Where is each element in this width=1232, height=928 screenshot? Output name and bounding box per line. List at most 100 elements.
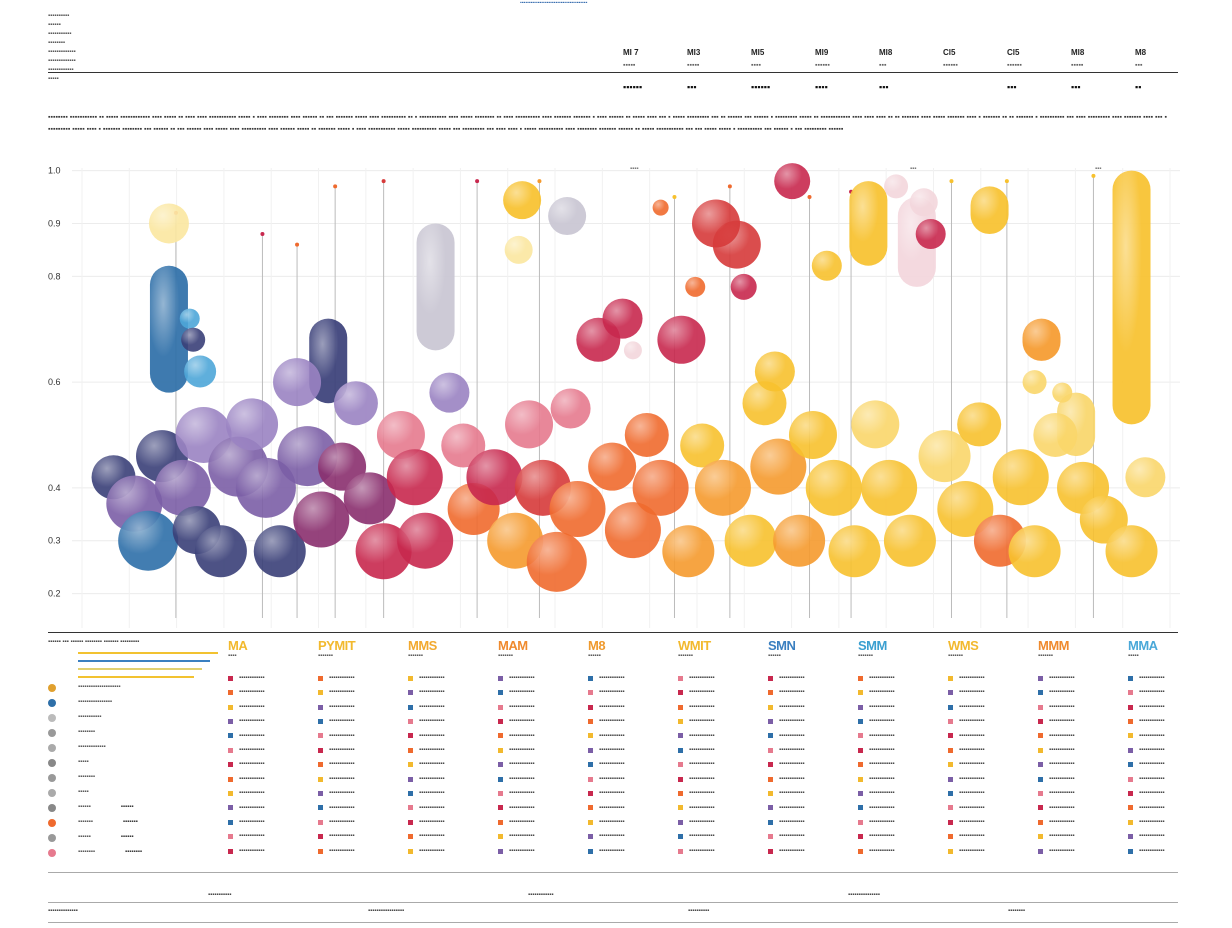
legend-area: ▪▪▪▪▪▪ ▪▪▪ ▪▪▪▪▪▪ ▪▪▪▪▪▪▪▪ ▪▪▪▪▪▪▪ ▪▪▪▪▪…: [48, 632, 1178, 928]
stat-column: MI3 ▪▪▪▪▪ ▪▪▪: [687, 48, 747, 92]
bubble-gloss: [466, 449, 523, 506]
category-row: ▪▪▪▪▪▪▪▪▪▪▪▪: [498, 685, 588, 699]
category-row-text: ▪▪▪▪▪▪▪▪▪▪▪▪: [329, 761, 355, 768]
category-row: ▪▪▪▪▪▪▪▪▪▪▪▪: [678, 801, 768, 815]
category-swatch: [948, 690, 953, 696]
stem-cap: [381, 179, 386, 184]
category-swatch: [1128, 790, 1133, 796]
key-dot: [48, 788, 56, 797]
key-dot: [48, 758, 56, 767]
category-title: MA: [228, 638, 248, 653]
category-row-text: ▪▪▪▪▪▪▪▪▪▪▪▪: [1049, 689, 1075, 696]
category-swatch: [1038, 776, 1043, 782]
category-column: MMM ▪▪▪▪▪▪▪ ▪▪▪▪▪▪▪▪▪▪▪▪ ▪▪▪▪▪▪▪▪▪▪▪▪ ▪▪▪▪▪▪…: [1038, 638, 1128, 858]
category-row-text: ▪▪▪▪▪▪▪▪▪▪▪▪: [599, 747, 625, 754]
bubble-gloss: [623, 341, 642, 360]
category-row: ▪▪▪▪▪▪▪▪▪▪▪▪: [678, 671, 768, 685]
category-row: ▪▪▪▪▪▪▪▪▪▪▪▪: [768, 729, 858, 743]
category-column: MMA ▪▪▪▪▪ ▪▪▪▪▪▪▪▪▪▪▪▪ ▪▪▪▪▪▪▪▪▪▪▪▪ ▪▪▪▪▪▪▪▪…: [1128, 638, 1218, 858]
category-swatch: [408, 733, 413, 739]
category-title: M8: [588, 638, 606, 653]
category-row-text: ▪▪▪▪▪▪▪▪▪▪▪▪: [959, 847, 985, 854]
category-swatch: [498, 790, 503, 796]
category-row: ▪▪▪▪▪▪▪▪▪▪▪▪: [1038, 815, 1128, 829]
category-row: ▪▪▪▪▪▪▪▪▪▪▪▪: [1128, 815, 1218, 829]
bubble-gloss: [273, 358, 322, 407]
category-row: ▪▪▪▪▪▪▪▪▪▪▪▪: [588, 671, 678, 685]
top-divider: [48, 72, 1178, 73]
category-row-text: ▪▪▪▪▪▪▪▪▪▪▪▪: [959, 718, 985, 725]
category-row: ▪▪▪▪▪▪▪▪▪▪▪▪: [498, 671, 588, 685]
category-row-text: ▪▪▪▪▪▪▪▪▪▪▪▪: [869, 804, 895, 811]
category-swatch: [948, 834, 953, 840]
category-row: ▪▪▪▪▪▪▪▪▪▪▪▪: [1038, 801, 1128, 815]
category-swatch: [408, 747, 413, 753]
bubble-gloss: [750, 438, 807, 495]
key-dot: [48, 728, 56, 737]
category-row: ▪▪▪▪▪▪▪▪▪▪▪▪: [948, 743, 1038, 757]
y-tick-label: 0.4: [48, 483, 61, 493]
category-row: ▪▪▪▪▪▪▪▪▪▪▪▪: [858, 829, 948, 843]
key-row: ▪▪▪▪▪▪ ▪▪▪▪▪▪: [48, 800, 223, 815]
category-swatch: [678, 690, 683, 696]
category-swatch: [768, 718, 773, 724]
category-row: ▪▪▪▪▪▪▪▪▪▪▪▪: [678, 786, 768, 800]
category-row: ▪▪▪▪▪▪▪▪▪▪▪▪: [1038, 786, 1128, 800]
category-row: ▪▪▪▪▪▪▪▪▪▪▪▪: [588, 685, 678, 699]
category-swatch: [1128, 834, 1133, 840]
category-swatch: [1038, 718, 1043, 724]
stat-heading: MI3: [687, 48, 701, 57]
category-row-text: ▪▪▪▪▪▪▪▪▪▪▪▪: [689, 675, 715, 681]
category-column: MAM ▪▪▪▪▪▪▪ ▪▪▪▪▪▪▪▪▪▪▪▪ ▪▪▪▪▪▪▪▪▪▪▪▪ ▪▪▪▪▪▪…: [498, 638, 588, 858]
key-row: ▪▪▪▪▪▪▪▪▪▪▪▪▪▪▪▪: [48, 845, 223, 860]
category-swatch: [768, 675, 773, 681]
stat-column: Cl5 ▪▪▪▪▪▪ ▪▪▪: [1007, 48, 1067, 92]
category-row: ▪▪▪▪▪▪▪▪▪▪▪▪: [408, 829, 498, 843]
category-row: ▪▪▪▪▪▪▪▪▪▪▪▪: [588, 729, 678, 743]
bubble-gloss: [441, 423, 486, 468]
category-swatch: [498, 834, 503, 840]
category-swatch: [1128, 776, 1133, 782]
category-row: ▪▪▪▪▪▪▪▪▪▪▪▪: [948, 729, 1038, 743]
key-row: ▪▪▪▪▪▪▪▪▪▪▪▪▪▪▪▪: [48, 695, 223, 710]
category-swatch: [858, 834, 863, 840]
category-row-text: ▪▪▪▪▪▪▪▪▪▪▪▪: [329, 703, 355, 710]
bubble-gloss: [1008, 525, 1061, 578]
category-swatch: [768, 834, 773, 840]
category-row: ▪▪▪▪▪▪▪▪▪▪▪▪: [678, 844, 768, 858]
category-swatch: [768, 704, 773, 710]
category-row-text: ▪▪▪▪▪▪▪▪▪▪▪▪: [239, 689, 265, 696]
stat-value: ▪▪▪: [1071, 82, 1081, 92]
bubble-gloss: [680, 423, 725, 468]
category-swatch: [228, 675, 233, 681]
stem-cap: [333, 184, 338, 189]
category-swatch: [1128, 704, 1133, 710]
category-swatch: [408, 675, 413, 681]
category-column: SMM ▪▪▪▪▪▪▪ ▪▪▪▪▪▪▪▪▪▪▪▪ ▪▪▪▪▪▪▪▪▪▪▪▪ ▪▪▪▪▪▪…: [858, 638, 948, 858]
category-swatch: [408, 776, 413, 782]
category-row-text: ▪▪▪▪▪▪▪▪▪▪▪▪: [689, 747, 715, 754]
category-swatch: [1128, 819, 1133, 825]
chart-note: ▪▪▪▪: [630, 166, 639, 172]
category-row-text: ▪▪▪▪▪▪▪▪▪▪▪▪: [239, 847, 265, 854]
stat-heading: M8: [1135, 48, 1147, 57]
category-row: ▪▪▪▪▪▪▪▪▪▪▪▪: [678, 729, 768, 743]
category-row-text: ▪▪▪▪▪▪▪▪▪▪▪▪: [959, 833, 985, 840]
category-row: ▪▪▪▪▪▪▪▪▪▪▪▪: [408, 815, 498, 829]
capsule-gloss: [970, 186, 1009, 235]
category-row: ▪▪▪▪▪▪▪▪▪▪▪▪: [318, 700, 408, 714]
category-row: ▪▪▪▪▪▪▪▪▪▪▪▪: [318, 772, 408, 786]
category-row: ▪▪▪▪▪▪▪▪▪▪▪▪: [948, 671, 1038, 685]
category-row-text: ▪▪▪▪▪▪▪▪▪▪▪▪: [599, 833, 625, 840]
key-dot: [48, 773, 56, 782]
category-row-text: ▪▪▪▪▪▪▪▪▪▪▪▪: [419, 718, 445, 725]
category-swatch: [948, 790, 953, 796]
stat-heading: MI5: [751, 48, 765, 57]
stem-cap: [727, 184, 732, 189]
category-row: ▪▪▪▪▪▪▪▪▪▪▪▪: [408, 685, 498, 699]
category-subtitle: ▪▪▪▪▪: [1128, 653, 1139, 659]
category-row: ▪▪▪▪▪▪▪▪▪▪▪▪: [858, 786, 948, 800]
category-row: ▪▪▪▪▪▪▪▪▪▪▪▪: [1128, 671, 1218, 685]
category-row: ▪▪▪▪▪▪▪▪▪▪▪▪: [408, 757, 498, 771]
bubble-gloss: [773, 514, 826, 567]
